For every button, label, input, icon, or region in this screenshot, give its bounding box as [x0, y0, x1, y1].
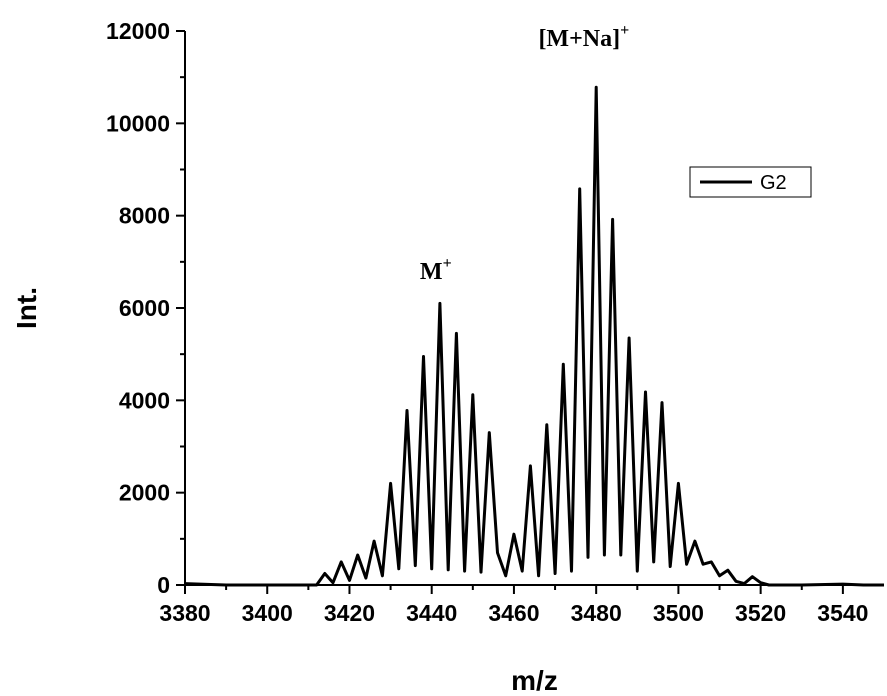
y-tick-label: 2000: [119, 480, 170, 506]
x-tick-label: 3400: [242, 600, 293, 626]
x-tick-label: 3420: [324, 600, 375, 626]
x-tick-label: 3440: [406, 600, 457, 626]
legend: G2: [689, 166, 812, 198]
x-tick-label: 3460: [488, 600, 539, 626]
annotation-label: M: [420, 259, 443, 285]
annotation-superscript: +: [620, 22, 629, 39]
x-tick-label: 3520: [735, 600, 786, 626]
x-tick-label: 3480: [571, 600, 622, 626]
series-line-G2: [184, 85, 884, 587]
y-tick-label: 10000: [106, 110, 170, 136]
x-axis-title: m/z: [511, 665, 558, 696]
ticks: 3380 3400 3420 3440 3460 3480 3500 3520 3540 0 200…: [106, 18, 868, 626]
legend-label: G2: [760, 172, 787, 194]
y-tick-label: 4000: [119, 387, 170, 413]
annotation-superscript: +: [443, 255, 452, 272]
x-tick-label: 3380: [159, 600, 210, 626]
series-layer: [184, 85, 884, 587]
x-tick-label: 3540: [817, 600, 868, 626]
y-tick-label: 12000: [106, 18, 170, 44]
y-tick-label: 0: [157, 572, 170, 598]
y-axis-title: Int.: [11, 287, 42, 329]
peak-annotation: [M+Na]+: [538, 22, 629, 52]
y-tick-label: 6000: [119, 295, 170, 321]
annotations: M+[M+Na]+: [420, 22, 629, 285]
x-tick-label: 3500: [653, 600, 704, 626]
annotation-label: [M+Na]: [538, 26, 620, 52]
peak-annotation: M+: [420, 255, 452, 285]
y-tick-label: 8000: [119, 203, 170, 229]
